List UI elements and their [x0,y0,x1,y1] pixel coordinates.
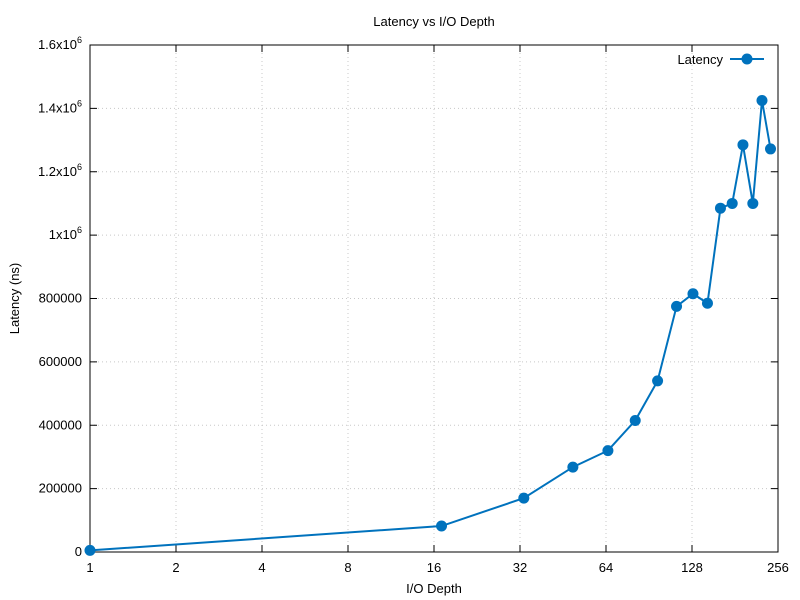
y-tick-label: 400000 [39,417,82,432]
y-tick-label: 1.6x106 [38,35,82,52]
x-tick-label: 32 [513,560,527,575]
y-tick-label: 800000 [39,291,82,306]
data-point [687,288,699,300]
x-tick-label: 4 [258,560,265,575]
data-point [629,414,641,426]
data-point [747,197,759,209]
x-tick-label: 16 [427,560,441,575]
data-point [701,297,713,309]
y-tick-label: 600000 [39,354,82,369]
legend: Latency [677,52,764,67]
legend-marker-latency [741,53,753,65]
x-tick-label: 256 [767,560,789,575]
y-tick-label: 1x106 [49,225,82,242]
y-axis-label: Latency (ns) [7,263,22,335]
x-tick-label: 1 [86,560,93,575]
data-point [737,139,749,151]
y-tick-label: 1.2x106 [38,162,82,179]
data-point [726,197,738,209]
data-point [714,202,726,214]
axis-ticks: 0 200000 400000 600000 800000 1x106 1.2x106 1.4… [38,35,789,575]
x-axis-label: I/O Depth [406,581,462,596]
data-point [765,143,777,155]
x-tick-label: 64 [599,560,613,575]
x-tick-label: 8 [344,560,351,575]
x-tick-label: 128 [681,560,703,575]
grid [90,45,778,552]
data-point [436,520,448,532]
data-point [756,94,768,106]
series-line-latency [89,100,772,552]
y-tick-label: 0 [75,544,82,559]
data-point [652,375,664,387]
data-point [518,492,530,504]
y-tick-label: 1.4x106 [38,98,82,115]
data-point [84,544,96,556]
series [84,94,777,556]
legend-label-latency: Latency [677,52,723,67]
x-tick-label: 2 [172,560,179,575]
chart-title: Latency vs I/O Depth [373,14,494,29]
data-point [671,300,683,312]
data-point [567,461,579,473]
data-point [602,445,614,457]
y-tick-label: 200000 [39,481,82,496]
